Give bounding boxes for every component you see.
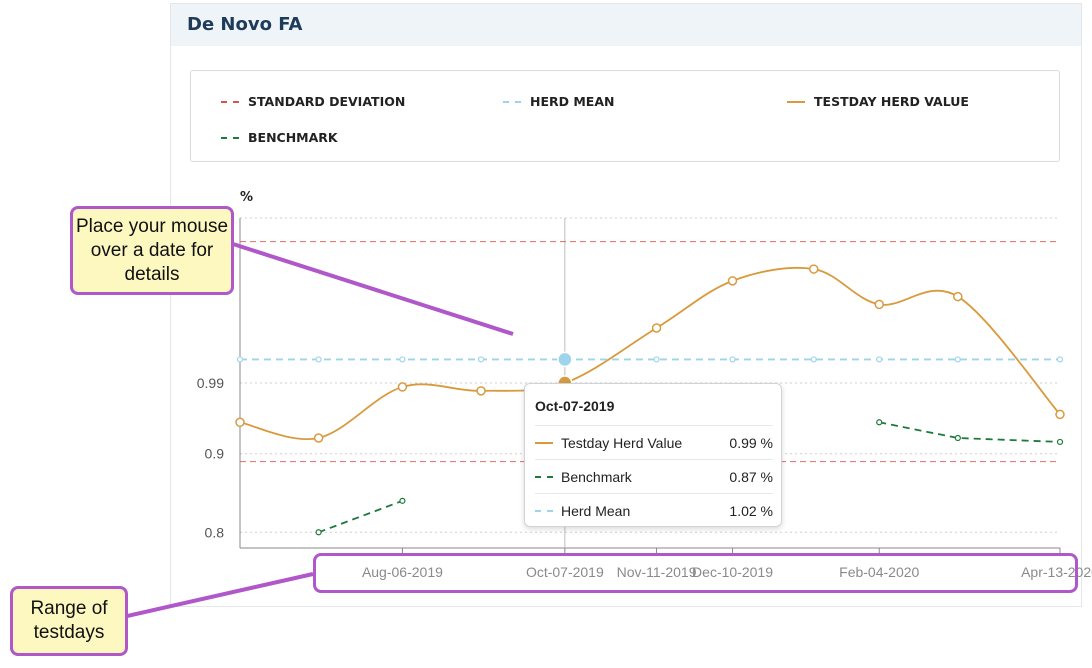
callout-text: Range of testdays [30,598,108,643]
herd-mean-point [1056,356,1064,363]
x-tick-label: Nov-11-2019 [617,564,697,580]
x-axis-range-highlight [313,553,1078,593]
herd-mean-point [399,356,406,363]
tooltip-row-herd-mean: Herd Mean 1.02 % [535,493,773,527]
x-tick-label: Aug-06-2019 [362,564,443,580]
herd-mean-point [810,356,817,363]
herd-mean-point [876,356,883,363]
x-tick-label: Apr-13-2020 [1021,564,1092,580]
x-tick-label: Oct-07-2019 [526,564,604,580]
hover-tooltip: Oct-07-2019 Testday Herd Value 0.99 % Be… [524,383,782,527]
tooltip-swatch [535,475,553,478]
tooltip-value: 0.99 % [729,434,773,451]
panel-header: De Novo FA [171,4,1081,46]
herd-mean-hover-point [557,351,573,368]
testday-herd-value-point [808,264,819,274]
legend-item-testday-herd-value[interactable]: TESTDAY HERD VALUE [787,94,969,109]
y-tick-label: 0.9 [205,446,225,462]
testday-herd-value-point [651,323,662,333]
testday-herd-value-point [397,382,408,392]
callout-pointer [126,572,314,618]
benchmark-point [1056,438,1064,446]
legend-label: TESTDAY HERD VALUE [814,94,969,109]
tooltip-row-testday-herd-value: Testday Herd Value 0.99 % [535,425,773,459]
testday-herd-value-point [235,417,245,428]
tooltip-label: Benchmark [561,468,632,485]
tooltip-date: Oct-07-2019 [535,398,615,414]
tooltip-row-benchmark: Benchmark 0.87 % [535,459,773,493]
x-tick-label: Dec-10-2019 [692,564,773,580]
y-unit-label: % [240,190,254,205]
legend-label: HERD MEAN [530,94,615,109]
x-tick-label: Feb-04-2020 [839,564,919,580]
herd-mean-point [954,356,961,363]
benchmark-point [954,434,961,442]
testday-herd-value-point [476,386,486,396]
legend-item-herd-mean[interactable]: HERD MEAN [503,94,614,109]
herd-mean-point [236,356,244,363]
testday-herd-value-point [953,291,963,302]
tooltip-swatch [535,509,553,512]
testday-herd-value-point [727,276,738,286]
testday-herd-value-point [313,433,324,443]
legend-label: STANDARD DEVIATION [248,94,406,109]
benchmark-point [315,529,322,536]
benchmark-line [879,421,1061,443]
legend-swatch [221,136,239,139]
testday-herd-value-point [1055,409,1065,420]
legend-swatch [787,100,805,103]
herd-mean-point [729,356,736,363]
benchmark-line [318,500,403,534]
callout-text: Place your mouse over a date for details [75,215,229,285]
callout-range-hint: Range of testdays [10,586,128,656]
y-tick-label: 0.8 [205,524,225,540]
herd-mean-point [653,356,660,363]
herd-mean-point [315,356,322,363]
benchmark-point [876,419,883,426]
herd-mean-point [477,356,485,363]
tooltip-value: 0.87 % [729,468,773,485]
legend-item-standard-deviation[interactable]: STANDARD DEVIATION [221,94,405,109]
panel-title: De Novo FA [187,14,303,35]
chart-legend: STANDARD DEVIATION HERD MEAN TESTDAY HER… [190,70,1060,162]
legend-item-benchmark[interactable]: BENCHMARK [221,130,338,145]
tooltip-value: 1.02 % [729,502,773,519]
y-tick-label: 0.99 [197,375,224,391]
legend-swatch [221,100,239,103]
testday-herd-value-point [874,299,884,310]
tooltip-swatch [535,441,553,444]
legend-swatch [503,100,521,103]
legend-label: BENCHMARK [248,130,338,145]
benchmark-point [399,497,406,504]
tooltip-label: Testday Herd Value [561,434,683,451]
tooltip-label: Herd Mean [561,502,631,519]
callout-pointer [232,242,514,336]
callout-hover-hint: Place your mouse over a date for details [70,206,234,295]
